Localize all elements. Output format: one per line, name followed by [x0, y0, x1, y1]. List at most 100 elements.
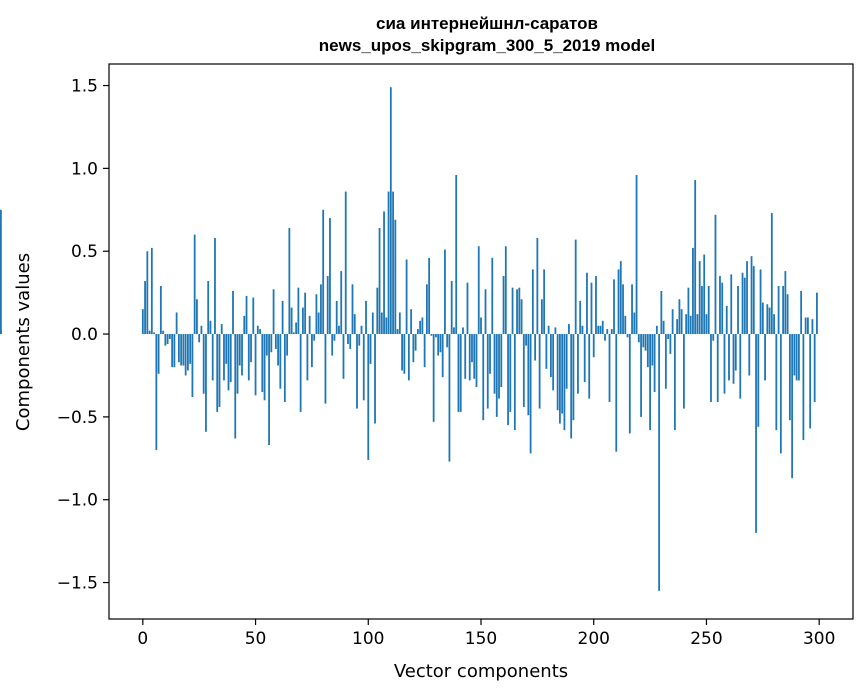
- bar-281: [775, 334, 778, 431]
- bar-27: [202, 334, 205, 394]
- bar-108: [385, 317, 388, 335]
- bar-65: [288, 228, 291, 335]
- bar-34: [218, 334, 221, 407]
- bar-91: [347, 334, 349, 344]
- bar-30: [209, 320, 212, 335]
- bar-166: [516, 289, 518, 335]
- bar-66: [290, 307, 293, 335]
- bar-110: [389, 87, 392, 335]
- bar-189: [568, 324, 570, 335]
- bar-178: [543, 269, 546, 335]
- bar-122: [416, 329, 419, 335]
- bar-127: [428, 257, 431, 335]
- bar-162: [507, 334, 509, 426]
- bar-215: [626, 334, 629, 338]
- bar-190: [570, 334, 573, 439]
- bar-47: [247, 334, 250, 381]
- bar-63: [283, 334, 286, 402]
- bar-106: [380, 312, 383, 335]
- bar-263: [734, 334, 737, 371]
- bar-132: [439, 334, 442, 353]
- bar-216: [628, 334, 631, 434]
- bar-171: [527, 334, 530, 416]
- bar-69: [297, 287, 300, 335]
- bar-32: [214, 237, 216, 335]
- x-tick-label: 250: [690, 629, 722, 649]
- bar-254: [714, 214, 717, 335]
- bar-247: [698, 261, 701, 335]
- bar-262: [732, 334, 735, 384]
- bar-226: [651, 334, 654, 366]
- x-axis-label: Vector components: [394, 661, 568, 682]
- bar-17: [180, 334, 183, 366]
- bar-61: [279, 334, 282, 389]
- bar-150: [480, 317, 482, 335]
- bar-76: [313, 334, 316, 341]
- bar-291: [797, 334, 800, 381]
- bar-146: [471, 334, 473, 363]
- bar-182: [552, 334, 555, 391]
- bar-118: [407, 334, 410, 381]
- bar-105: [378, 228, 381, 335]
- bar-94: [353, 314, 356, 335]
- bar-3: [148, 330, 151, 335]
- bar-275: [761, 302, 764, 335]
- bar-88: [340, 271, 343, 335]
- bar-50: [254, 334, 257, 396]
- bar-179: [545, 334, 548, 369]
- bar-264: [737, 286, 739, 335]
- bar-114: [398, 312, 401, 335]
- bar-0: [141, 309, 144, 335]
- bar-77: [315, 294, 318, 335]
- bar-209: [613, 279, 615, 335]
- bar-46: [245, 295, 248, 335]
- bar-176: [538, 334, 541, 409]
- bar-12: [168, 334, 171, 340]
- bar-35: [220, 324, 223, 335]
- bar-102: [371, 312, 374, 335]
- bar-233: [667, 334, 670, 340]
- bar-192: [574, 239, 577, 335]
- bar-253: [712, 334, 715, 341]
- bar-14: [173, 334, 176, 368]
- bar-280: [773, 314, 775, 335]
- bar-249: [703, 254, 706, 335]
- bar-16: [177, 334, 180, 363]
- bar-19: [184, 334, 187, 376]
- bar-201: [595, 276, 597, 335]
- bar-57: [270, 334, 273, 353]
- bar-133: [441, 334, 444, 378]
- bar-175: [536, 237, 539, 335]
- bar-212: [619, 261, 622, 335]
- bar-130: [435, 334, 437, 338]
- bar-58: [272, 289, 275, 335]
- bar-72: [304, 292, 307, 335]
- bar-237: [676, 319, 679, 335]
- x-tick-label: 200: [578, 629, 610, 649]
- bar-267: [743, 277, 746, 335]
- bar-206: [606, 329, 609, 335]
- bar-128: [430, 334, 433, 336]
- bar-187: [563, 334, 566, 431]
- bar-48: [250, 334, 252, 363]
- bar-217: [631, 284, 633, 335]
- bar-167: [518, 287, 521, 335]
- bar-246: [696, 314, 699, 335]
- bar-266: [741, 272, 744, 335]
- bar-60: [277, 334, 279, 366]
- bar-181: [549, 334, 552, 378]
- bar-2: [146, 251, 149, 335]
- bar-104: [376, 287, 379, 335]
- bar-240: [683, 334, 685, 409]
- bar-107: [383, 211, 385, 335]
- bar-109: [387, 191, 390, 335]
- bar-279: [770, 213, 773, 335]
- bar-18: [182, 334, 185, 366]
- bar-294: [804, 317, 807, 335]
- bar-120: [412, 334, 415, 363]
- bar-54: [263, 334, 266, 401]
- bar-112: [394, 219, 397, 335]
- bar-218: [633, 312, 636, 335]
- x-tick-label: 300: [803, 629, 835, 649]
- bar-283: [779, 334, 782, 454]
